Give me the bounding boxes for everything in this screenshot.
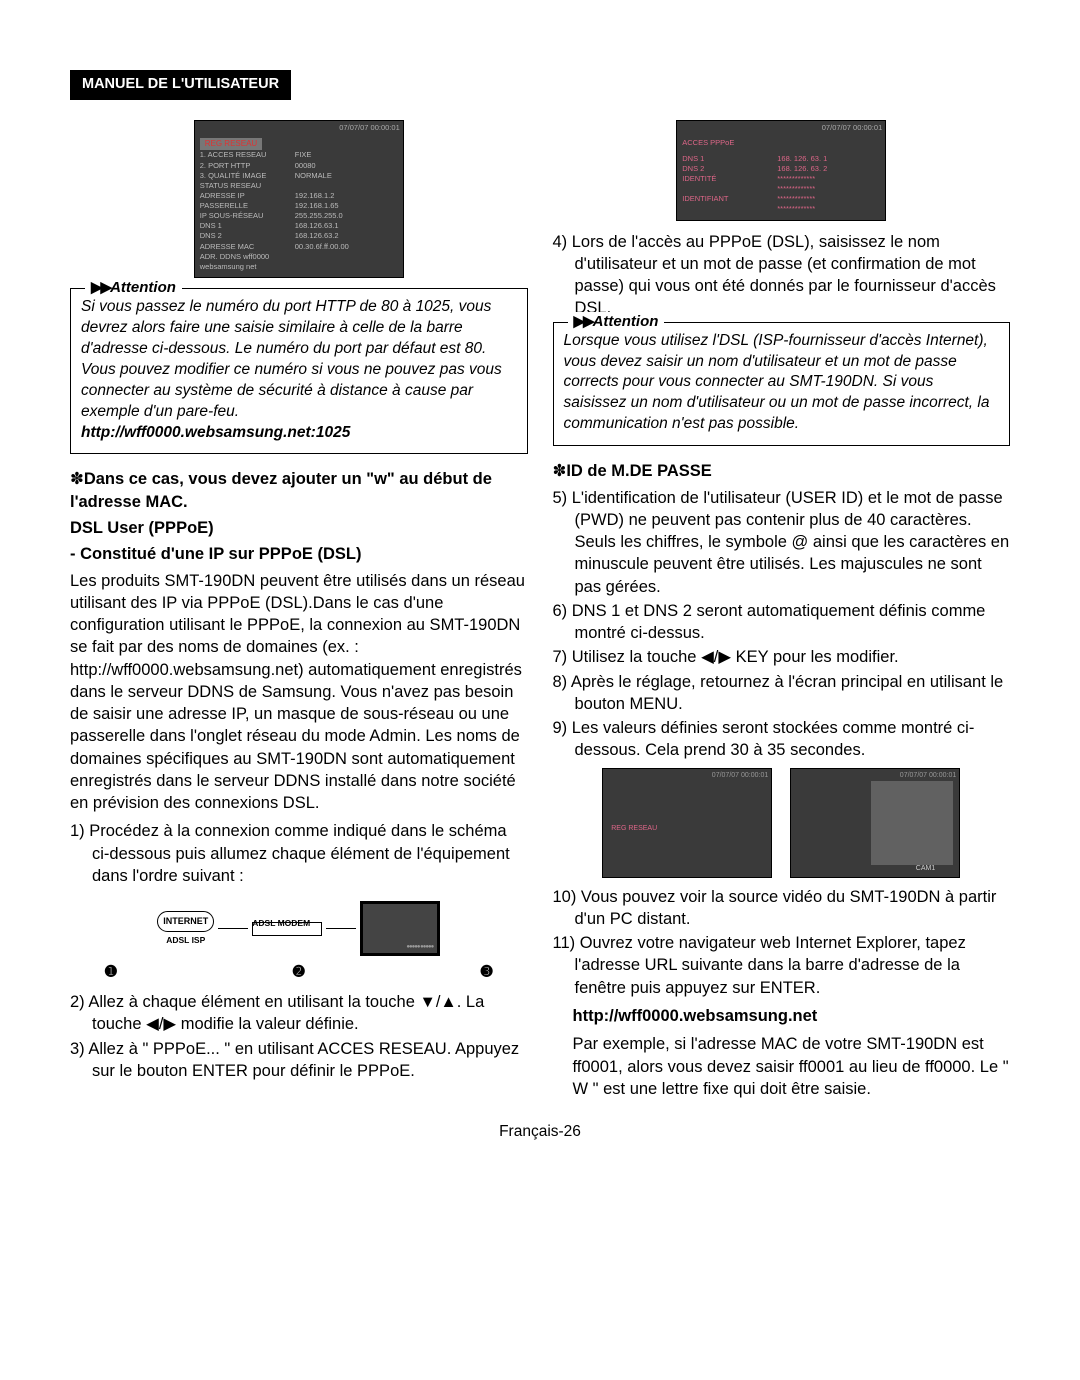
mini-ts: 07/07/07 00:00:01 (712, 771, 768, 780)
mac-example: Par exemple, si l'adresse MAC de votre S… (573, 1033, 1011, 1100)
screenshot-title: ACCES PPPoE (682, 138, 880, 148)
attention-label: Attention (85, 278, 182, 298)
diagram-isp: ADSL ISP (157, 935, 214, 946)
final-url: http://wff0000.websamsung.net (573, 1005, 1011, 1027)
step-11: 11) Ouvrez votre navigateur web Internet… (575, 932, 1011, 999)
attention-text: Si vous passez le numéro du port HTTP de… (81, 297, 517, 423)
diagram-numbers: ➊ ➋ ➌ (70, 962, 528, 981)
circ-3: ➌ (481, 962, 493, 981)
mini-ts: 07/07/07 00:00:01 (900, 771, 956, 780)
attention-url: http://wff0000.websamsung.net:1025 (81, 423, 517, 444)
diagram-wire (326, 928, 356, 929)
attention-box-2: Attention Lorsque vous utilisez l'DSL (I… (553, 322, 1011, 447)
attention-box-1: Attention Si vous passez le numéro du po… (70, 288, 528, 454)
screenshot-acces-pppoe: 07/07/07 00:00:01 ACCES PPPoE DNS 1168. … (676, 120, 886, 221)
mini-cam: CAM1 (916, 864, 935, 873)
step-6: 6) DNS 1 et DNS 2 seront automatiquement… (575, 600, 1011, 645)
attention-label: Attention (568, 312, 665, 332)
connection-diagram: INTERNET ADSL ISP ADSL MODEM ●●●●● ●●●●● (70, 901, 528, 956)
heading-id-passe: ID de M.DE PASSE (553, 460, 1011, 482)
step-5: 5) L'identification de l'utilisateur (US… (575, 487, 1011, 598)
heading-mac: Dans ce cas, vous devez ajouter un "w" a… (70, 468, 528, 513)
step-8: 8) Après le réglage, retournez à l'écran… (575, 671, 1011, 716)
step-1: 1) Procédez à la connexion comme indiqué… (92, 820, 528, 887)
mini-shot-2: 07/07/07 00:00:01 CAM1 (790, 768, 960, 878)
page-number: Français-26 (70, 1122, 1010, 1143)
left-column: 07/07/07 00:00:01 REG RESEAU 1. ACCES RE… (70, 120, 528, 1107)
mini-video-inset (871, 781, 953, 865)
step-4: 4) Lors de l'accès au PPPoE (DSL), saisi… (575, 231, 1011, 320)
mini-reg: REG RESEAU (611, 824, 657, 833)
step-7: 7) Utilisez la touche / KEY pour les mod… (575, 646, 1011, 668)
circ-2: ➋ (293, 962, 305, 981)
diagram-monitor: ●●●●● ●●●●● (360, 901, 440, 956)
step-9: 9) Les valeurs définies seront stockées … (575, 717, 1011, 762)
attention-text: Lorsque vous utilisez l'DSL (ISP-fournis… (564, 331, 1000, 436)
step-10: 10) Vous pouvez voir la source vidéo du … (575, 886, 1011, 931)
diagram-modem-label: ADSL MODEM (252, 918, 310, 929)
screenshot-title-badge: REG RESEAU (200, 138, 262, 151)
diagram-wire (218, 928, 248, 929)
heading-constitue: - Constitué d'une IP sur PPPoE (DSL) (70, 543, 528, 565)
dsl-description: Les produits SMT-190DN peuvent être util… (70, 570, 528, 815)
screenshot-timestamp: 07/07/07 00:00:01 (195, 121, 403, 135)
mini-shot-1: 07/07/07 00:00:01 REG RESEAU (602, 768, 772, 878)
screenshot-timestamp: 07/07/07 00:00:01 (677, 121, 885, 135)
right-column: 07/07/07 00:00:01 ACCES PPPoE DNS 1168. … (553, 120, 1011, 1107)
mini-screenshots: 07/07/07 00:00:01 REG RESEAU 07/07/07 00… (553, 768, 1011, 878)
screenshot-reg-reseau: 07/07/07 00:00:01 REG RESEAU 1. ACCES RE… (194, 120, 404, 278)
step-2: 2) Allez à chaque élément en utilisant l… (92, 991, 528, 1036)
step-3: 3) Allez à " PPPoE... " en utilisant ACC… (92, 1038, 528, 1083)
heading-dsl-user: DSL User (PPPoE) (70, 517, 528, 539)
manual-header: MANUEL DE L'UTILISATEUR (70, 70, 291, 100)
diagram-internet: INTERNET (157, 911, 214, 931)
circ-1: ➊ (105, 962, 117, 981)
